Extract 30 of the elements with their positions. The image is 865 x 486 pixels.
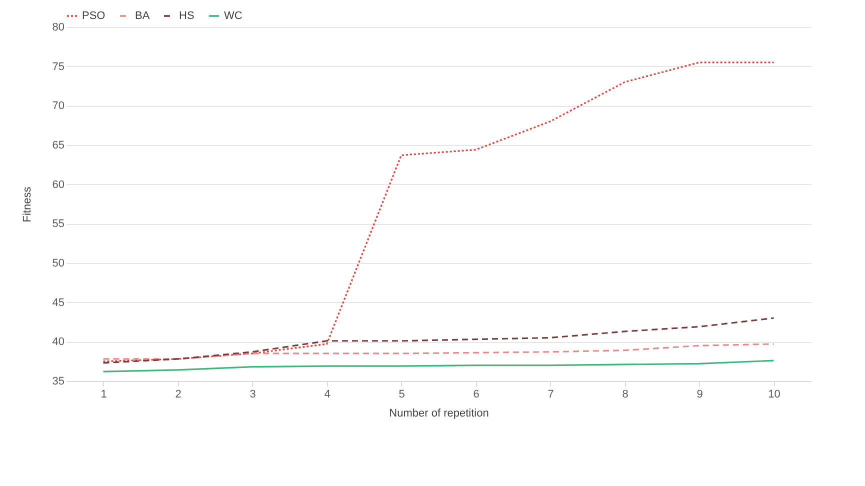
x-tick-label: 5 [398, 388, 405, 400]
line-series [102, 343, 775, 360]
x-tick-label: 7 [548, 388, 554, 400]
line-series [102, 360, 775, 372]
y-tick-label: 55 [52, 218, 64, 230]
y-tick-label: 70 [52, 100, 64, 112]
legend-label: WC [224, 10, 242, 22]
x-tick-label: 1 [100, 388, 107, 400]
x-tick-label: 2 [175, 388, 182, 400]
y-axis-title: Fitness [21, 186, 34, 222]
x-tick-label: 4 [324, 388, 330, 400]
x-axis-title: Number of repetition [389, 408, 489, 420]
x-tick-label: 9 [696, 388, 703, 400]
y-tick-label: 80 [52, 22, 64, 34]
x-tick-label: 3 [250, 388, 256, 400]
x-tick-label: 10 [768, 388, 780, 400]
line-series [102, 62, 775, 362]
y-tick-label: 75 [52, 60, 64, 73]
y-tick-label: 45 [52, 296, 64, 309]
legend-label: BA [135, 10, 150, 22]
line-series [102, 317, 775, 364]
y-tick-label: 60 [52, 178, 64, 191]
legend-label: PSO [82, 10, 106, 22]
x-tick-label: 8 [622, 388, 628, 400]
y-tick-label: 50 [52, 258, 64, 270]
legend-label: HS [179, 10, 194, 22]
x-tick-label: 6 [473, 388, 480, 400]
y-tick-label: 40 [52, 336, 64, 348]
y-tick-label: 65 [52, 140, 64, 152]
y-tick-label: 35 [52, 376, 64, 388]
